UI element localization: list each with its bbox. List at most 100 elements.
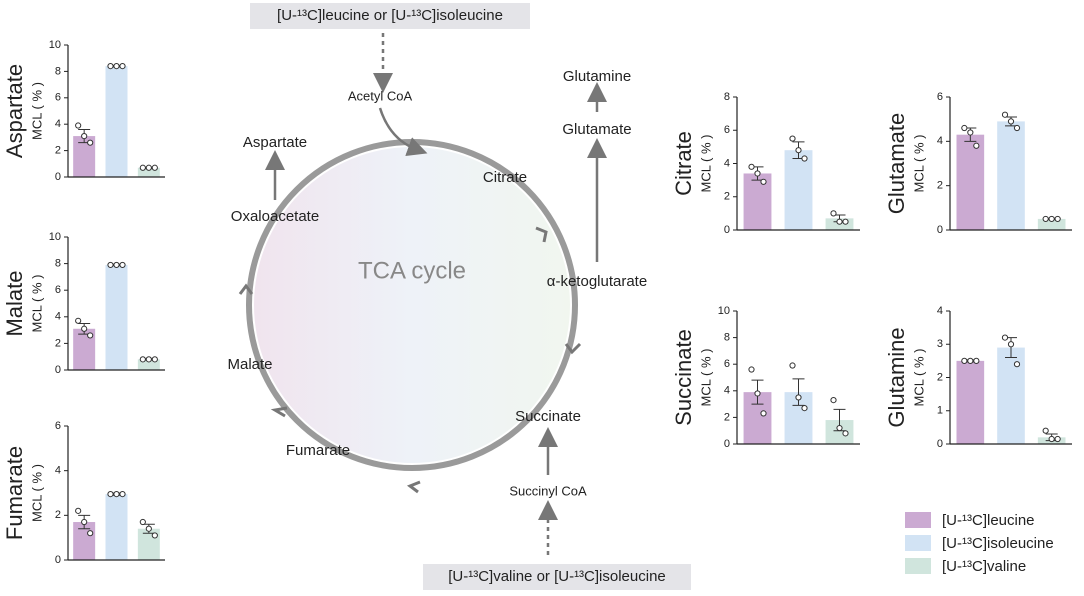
- data-point: [81, 132, 88, 140]
- y-axis-label: MCL ( % ): [911, 348, 926, 406]
- bar: [105, 66, 128, 177]
- y-tick-label: 10: [718, 305, 730, 317]
- data-point: [113, 63, 120, 70]
- data-point: [145, 356, 152, 363]
- data-point: [836, 424, 843, 432]
- data-point: [973, 357, 980, 364]
- y-tick-label: 6: [55, 92, 61, 104]
- cycle-chevrons: [238, 226, 582, 494]
- chart-title: Glutamine: [884, 327, 909, 427]
- y-tick-label: 2: [55, 337, 61, 349]
- data-point: [1042, 215, 1049, 223]
- bar: [73, 136, 96, 177]
- y-tick-label: 0: [937, 224, 943, 236]
- data-point: [75, 122, 82, 129]
- data-point: [151, 356, 158, 363]
- data-point: [801, 404, 808, 412]
- data-point: [1007, 118, 1015, 125]
- data-point: [119, 63, 126, 70]
- source-box: [423, 564, 691, 590]
- data-point: [119, 491, 126, 498]
- data-point: [967, 129, 974, 136]
- y-tick-label: 4: [937, 135, 943, 147]
- y-tick-label: 8: [55, 258, 61, 270]
- y-axis-label: MCL ( % ): [29, 464, 44, 522]
- bar: [105, 264, 128, 370]
- data-point: [113, 491, 120, 498]
- y-tick-label: 8: [724, 332, 730, 344]
- data-point: [139, 518, 146, 526]
- node-label: Fumarate: [286, 442, 350, 459]
- data-point: [75, 317, 82, 324]
- data-point: [1001, 111, 1009, 118]
- y-tick-label: 0: [55, 554, 61, 566]
- data-point: [87, 332, 94, 339]
- data-point: [81, 325, 88, 332]
- chart-title: Fumarate: [2, 446, 27, 540]
- data-point: [789, 362, 796, 369]
- data-point: [836, 218, 843, 225]
- node-label: Aspartate: [243, 134, 307, 151]
- bar: [784, 150, 813, 230]
- bar: [997, 347, 1025, 444]
- data-point: [760, 178, 767, 185]
- y-tick-label: 4: [55, 465, 61, 477]
- y-tick-label: 4: [55, 311, 61, 323]
- data-point: [830, 210, 837, 217]
- legend-label: [U-¹³C]valine: [942, 558, 1026, 575]
- data-point: [961, 124, 968, 132]
- node-label: Glutamine: [563, 68, 631, 85]
- y-tick-label: 6: [55, 420, 61, 432]
- data-point: [81, 518, 88, 526]
- bar: [137, 167, 160, 177]
- data-point: [1013, 124, 1021, 132]
- node-label: Glutamate: [562, 121, 631, 138]
- chart-title: Citrate: [671, 131, 696, 196]
- data-point: [145, 164, 152, 171]
- bar: [997, 121, 1025, 230]
- bar: [105, 494, 128, 560]
- chart-title: Succinate: [671, 329, 696, 426]
- cycle-name: TCA cycle: [358, 257, 466, 284]
- data-point: [1054, 215, 1061, 223]
- node-label: Succinate: [515, 408, 581, 425]
- y-tick-label: 6: [724, 124, 730, 136]
- data-point: [748, 163, 755, 170]
- y-tick-label: 4: [724, 385, 730, 397]
- y-tick-label: 2: [937, 180, 943, 192]
- y-axis-label: MCL ( % ): [29, 82, 44, 140]
- chart-title: Glutamate: [884, 113, 909, 215]
- y-tick-label: 2: [724, 191, 730, 203]
- data-point: [967, 357, 974, 364]
- y-tick-label: 10: [49, 39, 61, 51]
- y-tick-label: 0: [55, 171, 61, 183]
- y-tick-label: 2: [724, 411, 730, 423]
- y-tick-label: 3: [937, 338, 943, 350]
- y-tick-label: 8: [724, 91, 730, 103]
- y-tick-label: 0: [724, 438, 730, 450]
- y-tick-label: 1: [937, 405, 943, 417]
- chart-title: Malate: [2, 270, 27, 336]
- legend-label: [U-¹³C]leucine: [942, 512, 1035, 529]
- y-tick-label: 2: [55, 145, 61, 157]
- data-point: [789, 135, 796, 142]
- legend-swatch: [905, 512, 931, 528]
- bar: [743, 173, 772, 230]
- data-point: [107, 261, 114, 269]
- y-tick-label: 4: [724, 157, 730, 169]
- legend-label: [U-¹³C]isoleucine: [942, 535, 1054, 552]
- data-point: [1007, 341, 1015, 348]
- y-tick-label: 0: [55, 364, 61, 376]
- data-point: [75, 507, 82, 514]
- data-point: [119, 261, 126, 269]
- y-tick-label: 8: [55, 65, 61, 77]
- bar: [1037, 218, 1066, 230]
- y-tick-label: 4: [55, 118, 61, 130]
- bar: [137, 359, 160, 370]
- node-label: Citrate: [483, 169, 527, 186]
- y-tick-label: 0: [937, 438, 943, 450]
- y-axis-label: MCL ( % ): [911, 134, 926, 192]
- y-axis-label: MCL ( % ): [698, 134, 713, 192]
- data-point: [113, 261, 120, 269]
